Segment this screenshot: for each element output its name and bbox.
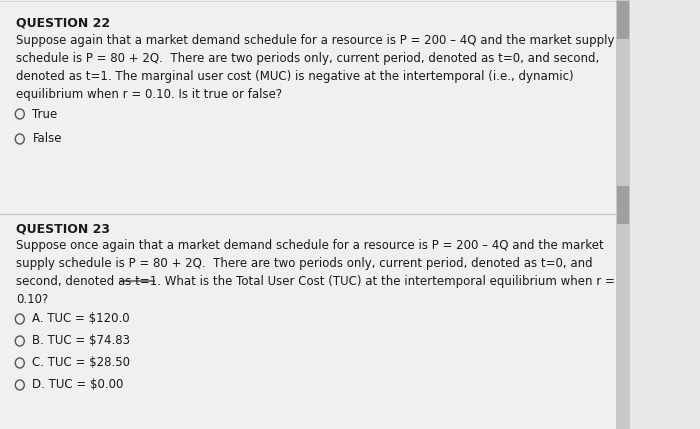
FancyBboxPatch shape (616, 0, 630, 429)
Text: QUESTION 23: QUESTION 23 (16, 222, 110, 235)
Text: C. TUC = $28.50: C. TUC = $28.50 (32, 356, 130, 369)
FancyBboxPatch shape (617, 1, 629, 39)
Text: Suppose once again that a market demand schedule for a resource is P = 200 – 4Q : Suppose once again that a market demand … (16, 239, 615, 306)
Text: B. TUC = $74.83: B. TUC = $74.83 (32, 335, 130, 347)
Text: False: False (32, 133, 62, 145)
Text: A. TUC = $120.0: A. TUC = $120.0 (32, 312, 130, 326)
Text: D. TUC = $0.00: D. TUC = $0.00 (32, 378, 124, 392)
FancyBboxPatch shape (0, 215, 616, 429)
Text: QUESTION 22: QUESTION 22 (16, 17, 111, 30)
FancyBboxPatch shape (617, 186, 629, 224)
Text: True: True (32, 108, 57, 121)
FancyBboxPatch shape (0, 0, 616, 214)
Text: Suppose again that a market demand schedule for a resource is P = 200 – 4Q and t: Suppose again that a market demand sched… (16, 34, 615, 101)
